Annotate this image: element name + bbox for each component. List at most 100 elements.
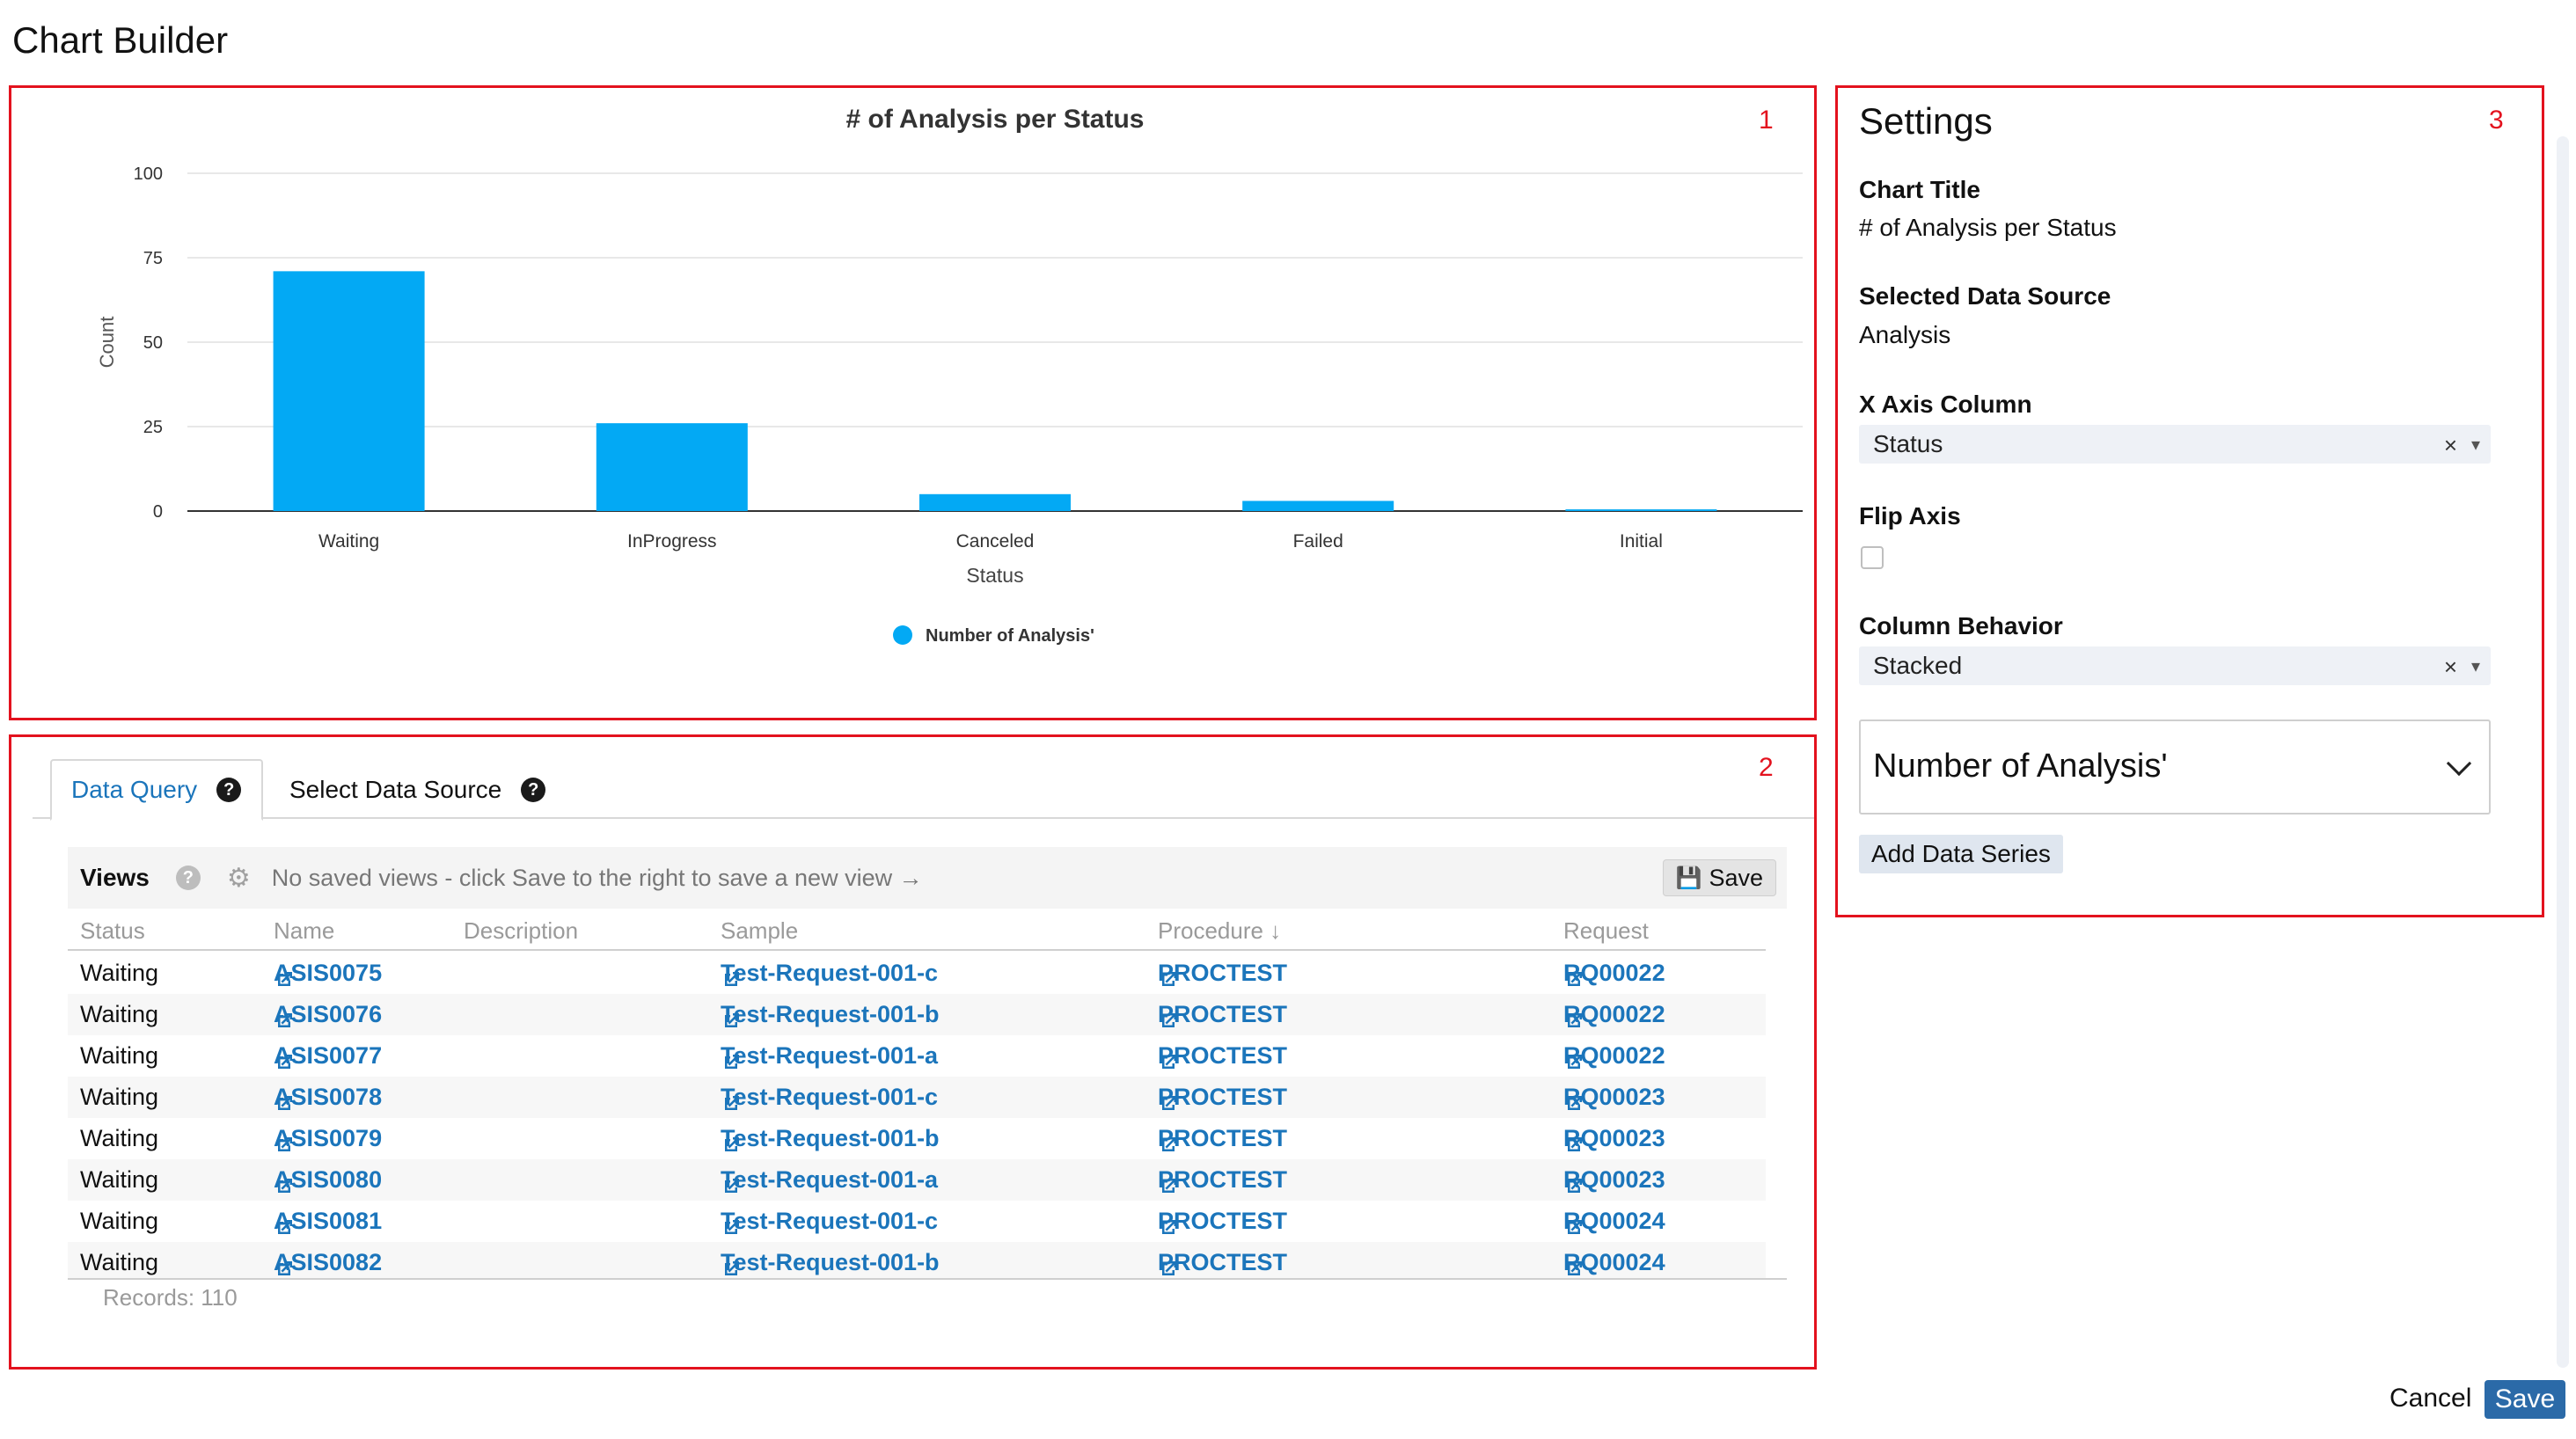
cell-text: PROCTEST [1158, 1125, 1288, 1151]
cell-request[interactable]: RQ00023 [1563, 1166, 1665, 1194]
chevron-down-icon[interactable]: ▾ [2470, 435, 2480, 455]
cell-request[interactable]: RQ00022 [1563, 1042, 1665, 1070]
cell-request[interactable]: RQ00024 [1563, 1208, 1665, 1235]
cell-name[interactable]: ASIS0076 [274, 1001, 382, 1028]
bar-canceled [919, 493, 1071, 511]
cell-procedure[interactable]: PROCTEST [1158, 1084, 1287, 1111]
external-link-icon [274, 1132, 300, 1159]
tab-label: Select Data Source [289, 776, 502, 803]
bar-inprogress [596, 423, 748, 511]
cell-name[interactable]: ASIS0079 [274, 1125, 382, 1152]
cell-status: Waiting [80, 1084, 158, 1111]
external-link-icon [721, 967, 747, 994]
table-row[interactable]: Waiting ASIS0080 Test-Request-001-a PROCTES… [68, 1159, 1766, 1201]
help-icon[interactable]: ? [175, 866, 201, 890]
table-row[interactable]: Waiting ASIS0081 Test-Request-001-c PROCTES… [68, 1201, 1766, 1242]
views-message: No saved views - click Save to the right… [271, 864, 923, 891]
column-behavior-select[interactable]: Stacked × ▾ [1859, 646, 2491, 685]
chevron-down-icon[interactable]: ▾ [2470, 657, 2480, 676]
add-data-series-button[interactable]: Add Data Series [1859, 835, 2063, 873]
cell-request[interactable]: RQ00022 [1563, 960, 1665, 987]
cell-sample[interactable]: Test-Request-001-b [721, 1125, 940, 1152]
chevron-down-icon[interactable] [2446, 750, 2472, 777]
data-query-panel: Data Query ? Select Data Source ? 2 View… [9, 734, 1817, 1370]
grid-header: Status Name Description Sample Procedure… [68, 910, 1766, 951]
column-header-request[interactable]: Request [1563, 917, 1649, 944]
cell-request[interactable]: RQ00023 [1563, 1125, 1665, 1152]
x-tick-label: Waiting [318, 531, 379, 551]
external-link-icon [274, 1173, 300, 1201]
table-row[interactable]: Waiting ASIS0079 Test-Request-001-b PROCTES… [68, 1118, 1766, 1159]
cell-name[interactable]: ASIS0077 [274, 1042, 382, 1070]
cancel-button[interactable]: Cancel [2389, 1384, 2472, 1413]
cell-sample[interactable]: Test-Request-001-b [721, 1001, 940, 1028]
cell-procedure[interactable]: PROCTEST [1158, 1125, 1287, 1152]
cell-procedure[interactable]: PROCTEST [1158, 1042, 1287, 1070]
table-row[interactable]: Waiting ASIS0075 Test-Request-001-c PROCTES… [68, 953, 1766, 994]
external-link-icon [1158, 1008, 1184, 1035]
y-axis-label: Count [96, 317, 118, 369]
external-link-icon [274, 1049, 300, 1077]
x-axis-selected-value: Status [1873, 430, 1943, 457]
cell-name[interactable]: ASIS0081 [274, 1208, 382, 1235]
external-link-icon [1563, 1215, 1590, 1242]
cell-status: Waiting [80, 960, 158, 987]
data-source-label: Selected Data Source [1859, 282, 2111, 310]
cell-sample[interactable]: Test-Request-001-b [721, 1249, 940, 1276]
external-link-icon [1563, 1173, 1590, 1201]
cell-procedure[interactable]: PROCTEST [1158, 960, 1287, 987]
cell-sample[interactable]: Test-Request-001-a [721, 1166, 938, 1194]
cell-status: Waiting [80, 1042, 158, 1070]
y-tick-label: 0 [153, 502, 163, 522]
column-header-description[interactable]: Description [464, 917, 579, 944]
cell-procedure[interactable]: PROCTEST [1158, 1166, 1287, 1194]
cell-procedure[interactable]: PROCTEST [1158, 1001, 1287, 1028]
table-row[interactable]: Waiting ASIS0077 Test-Request-001-a PROCTES… [68, 1035, 1766, 1077]
column-header-procedure[interactable]: Procedure ↓ [1158, 917, 1282, 944]
cell-text: Test-Request-001-b [721, 1125, 940, 1151]
cell-request[interactable]: RQ00024 [1563, 1249, 1665, 1276]
cell-sample[interactable]: Test-Request-001-a [721, 1042, 938, 1070]
external-link-icon [1563, 1132, 1590, 1159]
gear-icon[interactable]: ⚙ [226, 863, 251, 893]
save-view-button[interactable]: 💾 Save [1662, 859, 1776, 896]
cell-name[interactable]: ASIS0078 [274, 1084, 382, 1111]
cell-name[interactable]: ASIS0080 [274, 1166, 382, 1194]
external-link-icon [274, 1008, 300, 1035]
table-row[interactable]: Waiting ASIS0076 Test-Request-001-b PROCTES… [68, 994, 1766, 1035]
cell-sample[interactable]: Test-Request-001-c [721, 1084, 938, 1111]
cell-text: PROCTEST [1158, 1249, 1288, 1275]
cell-request[interactable]: RQ00023 [1563, 1084, 1665, 1111]
cell-status: Waiting [80, 1001, 158, 1028]
cell-name[interactable]: ASIS0082 [274, 1249, 382, 1276]
clear-icon[interactable]: × [2443, 432, 2457, 458]
cell-status: Waiting [80, 1208, 158, 1235]
x-axis-select[interactable]: Status × ▾ [1859, 425, 2491, 464]
tab-bar: Data Query ? Select Data Source ? [33, 749, 1814, 821]
table-row[interactable]: Waiting ASIS0082 Test-Request-001-b PROCTES… [68, 1242, 1766, 1278]
cell-sample[interactable]: Test-Request-001-c [721, 960, 938, 987]
cell-procedure[interactable]: PROCTEST [1158, 1208, 1287, 1235]
column-header-sample[interactable]: Sample [721, 917, 799, 944]
external-link-icon [1563, 1049, 1590, 1077]
external-link-icon [1158, 1215, 1184, 1242]
cell-sample[interactable]: Test-Request-001-c [721, 1208, 938, 1235]
data-series-accordion[interactable]: Number of Analysis' [1859, 720, 2491, 814]
save-button[interactable]: Save [2485, 1380, 2565, 1419]
cell-procedure[interactable]: PROCTEST [1158, 1249, 1287, 1276]
records-count: Records: 110 [103, 1284, 238, 1311]
cell-request[interactable]: RQ00022 [1563, 1001, 1665, 1028]
cell-name[interactable]: ASIS0075 [274, 960, 382, 987]
column-header-name[interactable]: Name [274, 917, 335, 944]
clear-icon[interactable]: × [2443, 654, 2457, 680]
flip-axis-checkbox[interactable] [1861, 546, 1884, 569]
help-icon[interactable]: ? [521, 778, 546, 802]
section-number: 3 [2489, 106, 2504, 135]
help-icon[interactable]: ? [216, 778, 242, 802]
external-link-icon [1158, 967, 1184, 994]
table-row[interactable]: Waiting ASIS0078 Test-Request-001-c PROCTES… [68, 1077, 1766, 1118]
column-header-status[interactable]: Status [80, 917, 145, 944]
tab-data-query[interactable]: Data Query ? [50, 759, 263, 821]
tab-select-data-source[interactable]: Select Data Source ? [270, 759, 565, 821]
page-scrollbar[interactable] [2557, 136, 2569, 1368]
